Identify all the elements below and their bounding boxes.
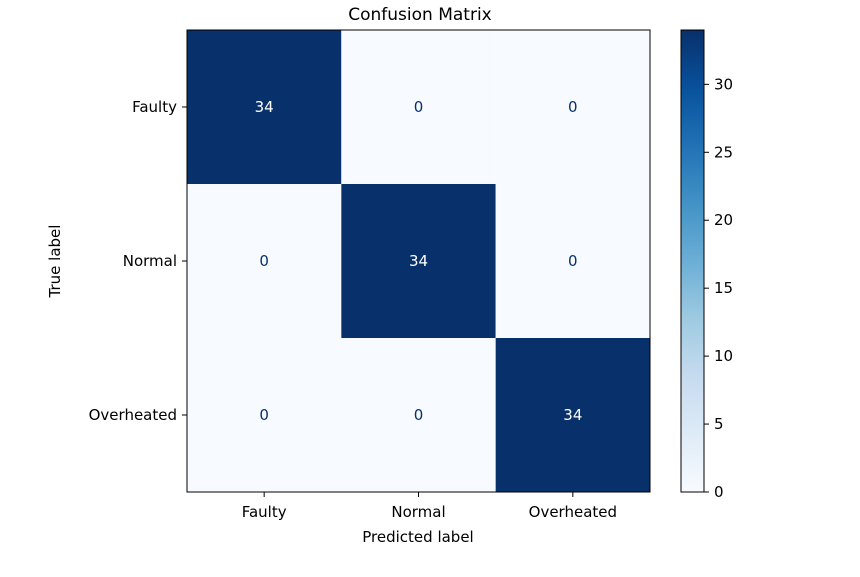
heatmap-cell-r2-c1: [341, 338, 496, 492]
cell-value-r0-c2: 0: [568, 98, 578, 116]
heatmap-cell-r2-c2: [495, 338, 650, 492]
colorbar-tick-label: 15: [714, 279, 733, 297]
colorbar-ticks: 0 5 10 15 20 25 30: [704, 75, 733, 501]
colorbar-tick-label: 20: [714, 211, 733, 229]
heatmap-cells: [187, 30, 650, 492]
x-tick-label: Normal: [391, 503, 445, 521]
y-axis-label: True label: [46, 225, 64, 299]
y-tick-label: Normal: [123, 252, 177, 270]
cell-value-r0-c0: 34: [255, 98, 274, 116]
cell-value-r1-c0: 0: [259, 252, 269, 270]
heatmap-cell-r1-c0: [187, 184, 342, 338]
cell-value-labels: 34 0 0 0 34 0 0 0 34: [255, 98, 583, 424]
colorbar-tick-label: 10: [714, 347, 733, 365]
cell-value-r1-c2: 0: [568, 252, 578, 270]
cell-value-r1-c1: 34: [409, 252, 428, 270]
x-axis-ticks: Faulty Normal Overheated: [242, 492, 617, 521]
x-tick-label: Overheated: [529, 503, 617, 521]
cell-value-r2-c1: 0: [414, 406, 424, 424]
y-tick-label: Faulty: [132, 98, 177, 116]
y-axis-ticks: Faulty Normal Overheated: [89, 98, 187, 424]
colorbar-tick-label: 30: [714, 75, 733, 93]
x-tick-label: Faulty: [242, 503, 287, 521]
heatmap-cell-r0-c0: [187, 30, 342, 184]
y-tick-label: Overheated: [89, 406, 177, 424]
colorbar-tick-label: 5: [714, 415, 724, 433]
x-axis-label: Predicted label: [362, 528, 473, 546]
heatmap-cell-r1-c1: [341, 184, 496, 338]
cell-value-r0-c1: 0: [414, 98, 424, 116]
heatmap-cell-r1-c2: [495, 184, 650, 338]
chart-title: Confusion Matrix: [348, 5, 492, 25]
colorbar-tick-label: 0: [714, 483, 724, 501]
heatmap-cell-r0-c2: [495, 30, 650, 184]
heatmap-cell-r0-c1: [341, 30, 496, 184]
colorbar-tick-label: 25: [714, 143, 733, 161]
cell-value-r2-c2: 34: [563, 406, 582, 424]
heatmap-cell-r2-c0: [187, 338, 342, 492]
cell-value-r2-c0: 0: [259, 406, 269, 424]
colorbar: [680, 29, 705, 493]
